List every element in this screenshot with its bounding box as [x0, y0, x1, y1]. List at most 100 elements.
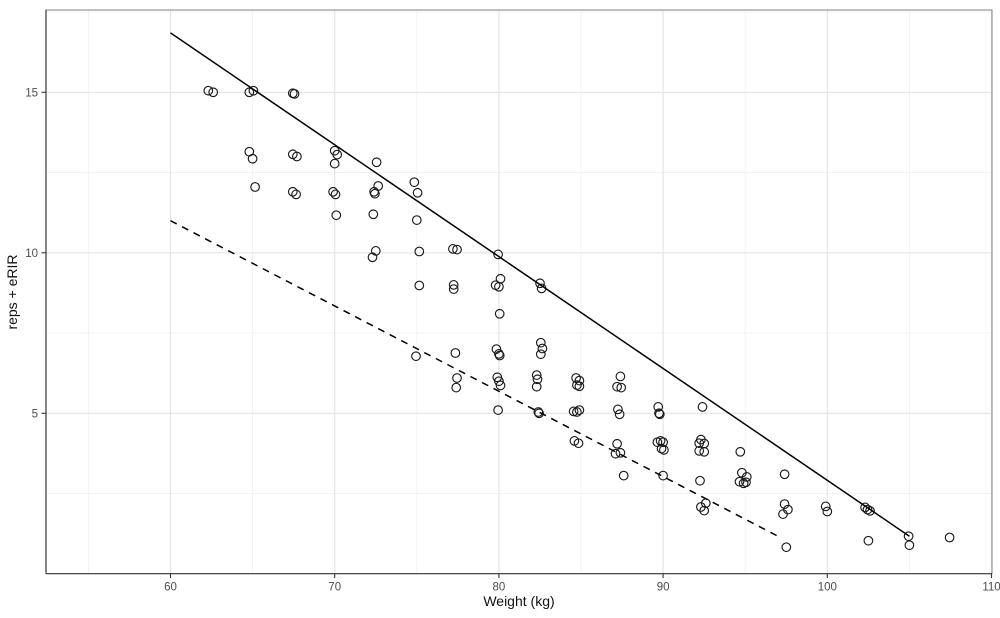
data-point: [531, 370, 542, 380]
data-point: [659, 445, 669, 455]
data-point: [778, 509, 788, 519]
data-point: [574, 405, 585, 415]
data-point: [535, 278, 545, 289]
data-point: [656, 443, 667, 454]
data-point: [448, 280, 459, 290]
data-point: [612, 438, 622, 449]
x-tick-label: 90: [657, 582, 670, 594]
y-tick-label: 10: [25, 248, 38, 260]
data-point: [291, 189, 301, 200]
data-point: [330, 189, 341, 200]
data-point: [414, 246, 425, 257]
data-point: [331, 210, 342, 221]
data-point: [741, 472, 752, 482]
data-point: [615, 371, 626, 382]
y-tick-label: 15: [25, 87, 38, 99]
data-point: [414, 280, 425, 291]
data-point: [904, 540, 915, 551]
data-point: [411, 351, 421, 362]
data-point: [781, 542, 792, 553]
data-point: [208, 87, 219, 98]
data-point: [247, 153, 258, 164]
data-point: [248, 85, 259, 96]
data-point: [655, 436, 666, 446]
data-point: [535, 337, 546, 348]
data-point: [292, 151, 302, 162]
y-axis-title: reps + eRIR: [4, 254, 20, 329]
data-point: [370, 188, 380, 199]
data-point: [694, 446, 705, 456]
data-point: [618, 470, 629, 481]
data-point: [532, 374, 543, 385]
data-point: [860, 502, 870, 513]
data-point: [450, 348, 461, 358]
x-tick-label: 70: [328, 582, 341, 594]
data-layer: [170, 32, 955, 553]
data-point: [494, 350, 505, 361]
x-tick-label: 110: [982, 582, 1000, 594]
data-point: [694, 438, 705, 449]
data-point: [613, 404, 623, 415]
data-point: [654, 408, 664, 419]
data-point: [568, 406, 579, 417]
data-point: [574, 381, 585, 392]
data-point: [412, 187, 423, 198]
data-point: [494, 281, 504, 292]
x-tick-label: 60: [164, 582, 177, 594]
data-point: [493, 405, 503, 415]
data-point: [653, 402, 664, 412]
data-point: [735, 446, 746, 457]
data-point: [494, 308, 505, 319]
data-point: [741, 477, 751, 488]
data-point: [863, 535, 874, 546]
data-point: [452, 244, 462, 255]
data-point: [371, 157, 382, 168]
data-point: [494, 349, 504, 359]
data-point: [699, 505, 710, 516]
x-axis-title: Weight (kg): [483, 593, 554, 609]
data-point: [573, 438, 584, 449]
data-point: [451, 382, 462, 393]
data-point: [612, 381, 622, 392]
data-point: [820, 501, 831, 512]
x-tick-label: 100: [818, 582, 837, 594]
data-point: [537, 343, 548, 354]
data-point: [779, 499, 790, 509]
data-point: [494, 376, 504, 387]
upper-trend-line: [170, 32, 910, 537]
data-point: [615, 447, 626, 458]
data-point: [658, 470, 668, 481]
data-point: [658, 437, 668, 448]
axis-layer: 60 70 80 90 100 110 5 10 15: [25, 87, 1000, 593]
data-point: [571, 373, 581, 383]
data-point: [865, 506, 875, 516]
data-point: [287, 186, 298, 197]
data-point: [862, 504, 873, 515]
data-point: [368, 209, 379, 220]
panel-frame: [45, 9, 993, 575]
data-point: [448, 284, 459, 294]
data-point: [328, 186, 338, 197]
data-point: [535, 349, 546, 360]
x-tick-label: 80: [493, 582, 506, 594]
data-point: [493, 249, 503, 260]
data-point: [610, 448, 621, 459]
data-point: [534, 408, 544, 419]
y-tick-label: 5: [32, 408, 38, 420]
data-point: [495, 380, 506, 391]
data-point: [250, 182, 260, 192]
lower-trend-line: [170, 220, 779, 537]
data-point: [779, 469, 790, 480]
data-point: [697, 402, 708, 412]
data-point: [944, 532, 955, 543]
data-point: [695, 475, 705, 486]
data-point: [696, 502, 706, 512]
data-point: [448, 244, 458, 254]
data-point: [572, 407, 582, 417]
data-point: [531, 381, 542, 392]
data-point: [699, 446, 710, 457]
data-point: [734, 476, 745, 487]
grid-layer: [46, 10, 993, 574]
